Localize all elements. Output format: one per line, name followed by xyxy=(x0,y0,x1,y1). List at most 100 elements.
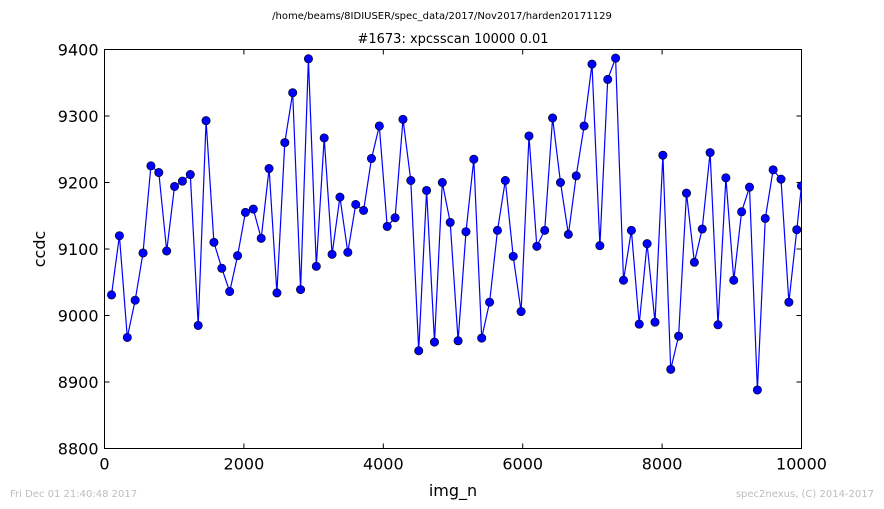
data-point xyxy=(595,241,605,251)
footer-timestamp: Fri Dec 01 21:40:48 2017 xyxy=(10,489,138,500)
data-point xyxy=(170,181,180,191)
data-point xyxy=(374,121,384,131)
y-axis: 8800 8900 9000 9100 9200 9300 9400 xyxy=(58,41,802,459)
data-point xyxy=(390,213,400,223)
data-point xyxy=(382,221,392,231)
series-markers xyxy=(107,53,802,395)
data-point xyxy=(658,150,668,160)
data-point xyxy=(398,114,408,124)
x-axis-label: img_n xyxy=(429,481,477,501)
y-tick-label: 9400 xyxy=(58,41,99,60)
data-point xyxy=(752,385,762,395)
data-point xyxy=(248,204,258,214)
data-point xyxy=(792,225,802,235)
data-point xyxy=(776,174,786,184)
data-point xyxy=(697,224,707,234)
data-point xyxy=(524,131,534,141)
data-point xyxy=(429,337,439,347)
data-point xyxy=(453,336,463,346)
data-point xyxy=(469,154,479,164)
data-point xyxy=(288,88,298,98)
x-tick-label: 8000 xyxy=(642,455,683,474)
data-point xyxy=(437,178,447,188)
data-point xyxy=(797,181,802,191)
data-point xyxy=(571,171,581,181)
data-point xyxy=(611,53,621,63)
data-point xyxy=(532,241,542,251)
data-point xyxy=(642,239,652,249)
data-point xyxy=(634,319,644,329)
y-tick-label: 8900 xyxy=(58,373,99,392)
data-point xyxy=(256,233,266,243)
data-point xyxy=(296,285,306,295)
data-point xyxy=(508,251,518,261)
data-point xyxy=(185,170,195,180)
data-point xyxy=(784,297,794,307)
data-point xyxy=(445,217,455,227)
data-point xyxy=(414,346,424,356)
x-axis: 0 2000 4000 6000 8000 10000 xyxy=(99,49,827,474)
data-point xyxy=(264,164,274,174)
data-point xyxy=(122,332,132,342)
data-point xyxy=(768,165,778,175)
y-tick-label: 9200 xyxy=(58,174,99,193)
data-point xyxy=(351,199,361,209)
data-point xyxy=(209,237,219,247)
data-point xyxy=(760,213,770,223)
data-point xyxy=(280,138,290,148)
data-point xyxy=(240,207,250,217)
y-tick-label: 8800 xyxy=(58,440,99,459)
data-point xyxy=(461,227,471,237)
data-point xyxy=(729,275,739,285)
data-point xyxy=(485,297,495,307)
data-point xyxy=(618,275,628,285)
data-point xyxy=(603,74,613,84)
data-point xyxy=(492,225,502,235)
x-tick-label: 4000 xyxy=(363,455,404,474)
data-point xyxy=(500,176,510,186)
chart-title: #1673: xpcsscan 10000 0.01 xyxy=(357,32,548,47)
data-point xyxy=(548,113,558,123)
data-point xyxy=(422,185,432,195)
x-tick-label: 2000 xyxy=(224,455,265,474)
data-point xyxy=(626,225,636,235)
data-point xyxy=(681,188,691,198)
data-point xyxy=(201,116,211,126)
data-point xyxy=(666,364,676,374)
data-point xyxy=(713,320,723,330)
x-tick-label: 6000 xyxy=(502,455,543,474)
data-point xyxy=(689,257,699,267)
data-point xyxy=(107,290,117,300)
data-point xyxy=(335,192,345,202)
data-point xyxy=(311,261,321,271)
data-point xyxy=(406,176,416,186)
x-tick-label: 0 xyxy=(99,455,109,474)
data-point xyxy=(130,295,140,305)
data-point xyxy=(138,248,148,258)
data-point xyxy=(555,178,565,188)
y-tick-label: 9300 xyxy=(58,107,99,126)
data-point xyxy=(737,207,747,217)
y-tick-label: 9100 xyxy=(58,240,99,259)
y-axis-label: ccdc xyxy=(30,231,49,268)
data-point xyxy=(303,54,313,64)
data-point xyxy=(114,231,124,241)
data-point xyxy=(343,247,353,257)
data-point xyxy=(177,176,187,186)
data-point xyxy=(359,205,369,215)
data-point xyxy=(225,287,235,297)
data-point xyxy=(745,182,755,192)
data-point xyxy=(477,333,487,343)
data-point xyxy=(319,133,329,143)
chart-suptitle: /home/beams/8IDIUSER/spec_data/2017/Nov2… xyxy=(272,11,612,22)
data-point xyxy=(705,148,715,158)
data-point xyxy=(272,288,282,298)
data-point xyxy=(217,263,227,273)
data-point xyxy=(721,173,731,183)
data-point xyxy=(162,246,172,256)
data-point xyxy=(327,249,337,259)
data-point xyxy=(193,320,203,330)
data-point xyxy=(540,225,550,235)
data-point xyxy=(154,168,164,178)
